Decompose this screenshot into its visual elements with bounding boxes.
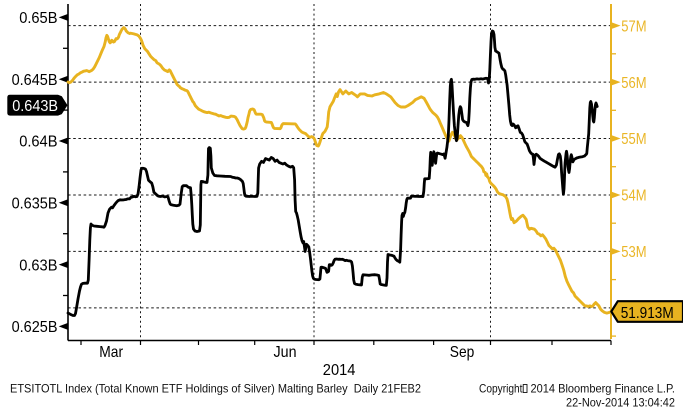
svg-text:0.645B: 0.645B <box>12 72 58 89</box>
svg-text:Jun: Jun <box>274 344 297 361</box>
svg-text:Mar: Mar <box>99 344 123 361</box>
svg-text:53M: 53M <box>621 244 646 261</box>
svg-text:51.913M: 51.913M <box>621 305 674 322</box>
svg-text:0.64B: 0.64B <box>19 134 57 151</box>
svg-text:0.643B: 0.643B <box>12 98 58 115</box>
svg-text:2014 Bloomberg Finance L.P.: 2014 Bloomberg Finance L.P. <box>531 383 676 396</box>
svg-text:Sep: Sep <box>450 344 475 361</box>
svg-text:0.625B: 0.625B <box>12 319 58 336</box>
svg-text:0.63B: 0.63B <box>19 257 57 274</box>
svg-text:55M: 55M <box>621 131 646 148</box>
svg-text:Copyright: Copyright <box>479 383 523 396</box>
svg-text:56M: 56M <box>621 75 646 92</box>
svg-text:ETSITOTL Index (Total Known ET: ETSITOTL Index (Total Known ETF Holdings… <box>10 383 421 396</box>
svg-text:54M: 54M <box>621 188 646 205</box>
svg-text:22-Nov-2014 13:04:42: 22-Nov-2014 13:04:42 <box>566 396 675 409</box>
svg-text:2014: 2014 <box>323 362 356 379</box>
svg-text:57M: 57M <box>621 18 646 35</box>
svg-text:0.65B: 0.65B <box>19 10 57 27</box>
svg-text:0.635B: 0.635B <box>12 196 58 213</box>
